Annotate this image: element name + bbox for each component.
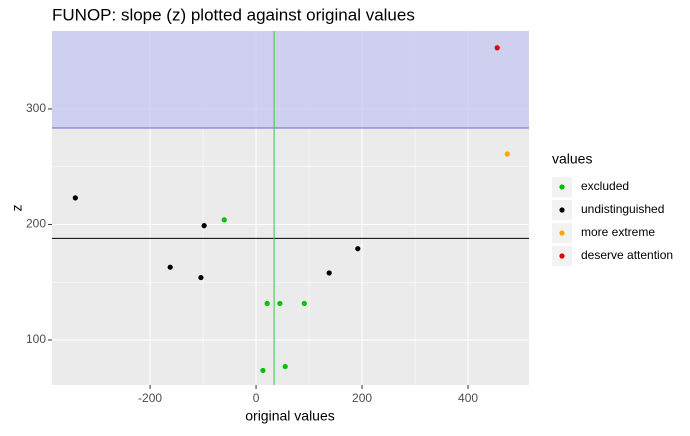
- x-tick-label: 0: [253, 391, 260, 405]
- point: [355, 246, 361, 252]
- y-tick-label: 300: [26, 101, 46, 115]
- legend-marker: [559, 230, 565, 236]
- point: [326, 270, 332, 276]
- legend-title: values: [552, 151, 592, 167]
- point: [260, 367, 266, 374]
- point: [504, 151, 510, 157]
- legend-marker: [559, 184, 565, 190]
- legend-label: more extreme: [581, 225, 655, 239]
- y-axis-label: z: [9, 205, 25, 212]
- y-tick-label: 100: [26, 332, 46, 346]
- point: [282, 363, 288, 370]
- point: [167, 264, 173, 270]
- point: [201, 223, 207, 229]
- legend-marker: [559, 253, 565, 259]
- point: [264, 300, 270, 307]
- legend-label: deserve attention: [581, 248, 673, 262]
- legend-label: undistinguished: [581, 202, 664, 216]
- x-tick-label: 200: [352, 391, 372, 405]
- point: [198, 274, 204, 281]
- point: [221, 217, 227, 223]
- x-tick-label: -200: [138, 391, 162, 405]
- point: [301, 300, 307, 307]
- point: [494, 45, 500, 51]
- legend-marker: [559, 207, 565, 213]
- shaded-region: [52, 31, 529, 129]
- x-axis-label: original values: [245, 408, 335, 424]
- y-tick-label: 200: [26, 217, 46, 231]
- point: [277, 300, 283, 307]
- point: [72, 195, 78, 201]
- legend-label: excluded: [581, 179, 629, 193]
- x-tick-label: 400: [458, 391, 478, 405]
- chart-title: FUNOP: slope (z) plotted against origina…: [52, 5, 415, 24]
